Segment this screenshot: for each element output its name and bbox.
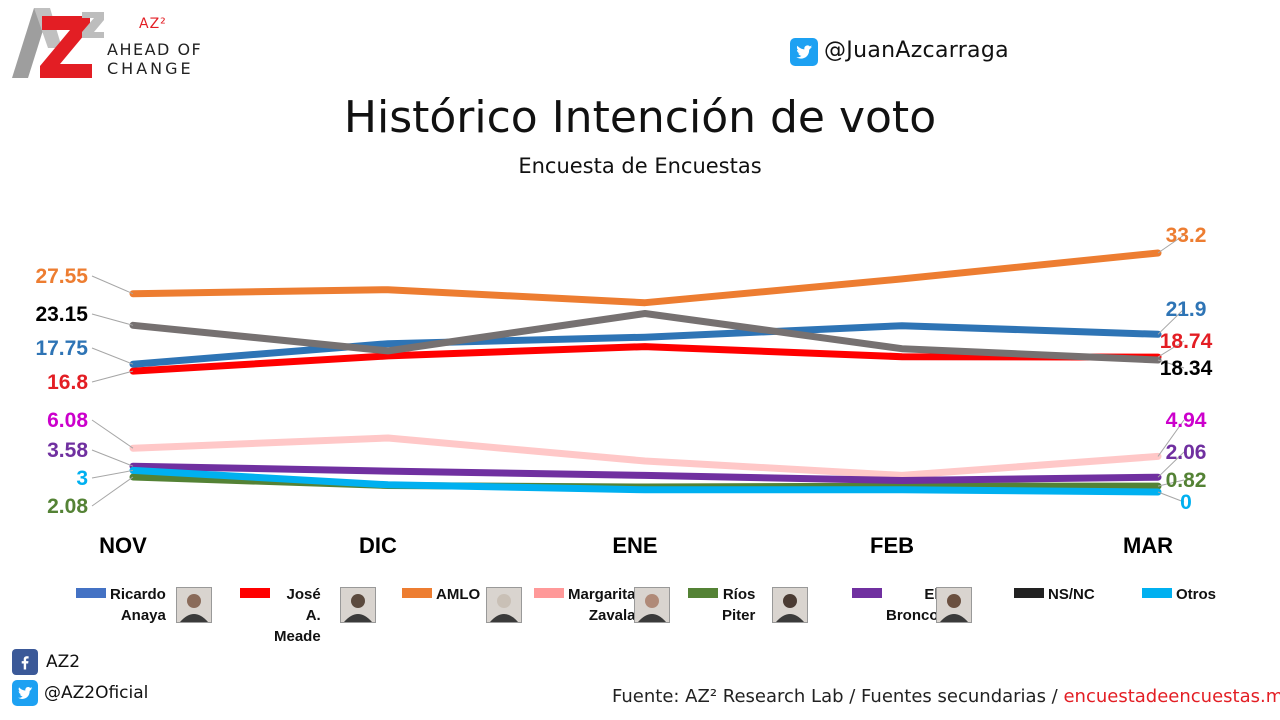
- twitter-icon[interactable]: [12, 680, 38, 706]
- legend-label: AMLO: [436, 584, 480, 605]
- series-line: [129, 310, 1162, 364]
- chart-subtitle: Encuesta de Encuestas: [518, 154, 762, 178]
- x-tick-label: DIC: [359, 533, 397, 558]
- legend-label-line: Margarita: [568, 586, 636, 603]
- logo-superscript: AZ²: [139, 16, 167, 32]
- leader-line: [1157, 479, 1185, 487]
- legend-label-line: José A.: [286, 586, 321, 624]
- series-line: [129, 434, 1162, 479]
- candidate-photo-icon: [340, 587, 376, 623]
- az2-logo-icon: [12, 8, 104, 78]
- leader-line: [1157, 340, 1185, 358]
- facebook-label[interactable]: AZ2: [46, 652, 81, 672]
- leader-line: [1157, 359, 1185, 369]
- legend-label-line: Piter: [722, 607, 756, 624]
- legend-swatch: [240, 588, 270, 598]
- legend-swatch: [852, 588, 882, 598]
- x-tick-label: ENE: [612, 533, 657, 558]
- legend-swatch: [402, 588, 432, 598]
- series-line: [129, 462, 1162, 484]
- legend-label-line: AMLO: [436, 586, 481, 603]
- legend-label: NS/NC: [1048, 584, 1095, 605]
- x-tick-label: FEB: [870, 533, 914, 558]
- leader-line: [1157, 234, 1185, 254]
- legend-label-line: Ricardo: [110, 586, 166, 603]
- legend-label-line: Ríos: [722, 586, 756, 603]
- legend-label-line: El: [924, 586, 939, 603]
- logo-tagline-line2: CHANGE: [107, 59, 194, 78]
- legend-swatch: [688, 588, 718, 598]
- legend-label: José A. Meade: [274, 584, 321, 647]
- candidate-photo-icon: [936, 587, 972, 623]
- data-label-first: 2.08: [47, 495, 88, 518]
- series-line: [129, 343, 1162, 375]
- line-chart: NOV DIC ENE FEB MAR17.7521.916.818.7427.5533…: [35, 224, 1213, 558]
- legend-label-line: Anaya: [120, 607, 166, 624]
- legend-label: Ricardo Anaya: [110, 584, 166, 626]
- data-label-last: 21.9: [1166, 298, 1207, 321]
- logo-tagline-line1: AHEAD OF: [107, 40, 203, 59]
- leader-line: [91, 469, 134, 479]
- data-label-first: 6.08: [47, 409, 88, 432]
- source-link[interactable]: encuestadeencuestas.mx: [1063, 686, 1280, 707]
- data-label-first: 3.58: [47, 439, 88, 462]
- data-label-last: 2.06: [1166, 441, 1207, 464]
- legend-label: Margarita Zavala: [568, 584, 636, 626]
- source-note: Fuente: AZ² Research Lab / Fuentes secun…: [612, 686, 1280, 707]
- twitter-footer-label[interactable]: @AZ2Oficial: [44, 683, 149, 703]
- series-line: [129, 466, 1162, 496]
- legend-label-line: NS/NC: [1048, 586, 1095, 603]
- legend-label-line: Meade: [274, 628, 321, 645]
- legend-label: El Bronco: [886, 584, 939, 626]
- legend-label-line: Zavala: [588, 607, 636, 624]
- data-label-first: 23.15: [35, 303, 88, 326]
- leader-line: [1157, 491, 1185, 503]
- data-label-last: 33.2: [1166, 224, 1207, 247]
- data-label-last: 0: [1180, 491, 1192, 514]
- series-line: [129, 249, 1162, 307]
- leader-line: [91, 275, 134, 295]
- data-label-last: 18.74: [1160, 330, 1213, 353]
- facebook-icon[interactable]: [12, 649, 38, 675]
- chart-title: Histórico Intención de voto: [343, 92, 937, 143]
- candidate-photo-icon: [176, 587, 212, 623]
- candidate-photo-icon: [772, 587, 808, 623]
- legend-label: Otros: [1176, 584, 1216, 605]
- leader-line: [91, 419, 134, 449]
- twitter-handle[interactable]: @JuanAzcarraga: [824, 38, 1009, 63]
- leader-line: [1157, 308, 1185, 335]
- x-tick-label: NOV: [99, 533, 147, 558]
- data-label-first: 27.55: [35, 265, 88, 288]
- leader-line: [91, 313, 134, 326]
- x-tick-label: MAR: [1123, 533, 1173, 558]
- data-label-last: 4.94: [1166, 409, 1207, 432]
- leader-line: [1157, 451, 1185, 478]
- leader-line: [91, 449, 134, 467]
- twitter-icon[interactable]: [790, 38, 818, 66]
- source-text: Fuente: AZ² Research Lab / Fuentes secun…: [612, 686, 1064, 707]
- candidate-photo-icon: [634, 587, 670, 623]
- series-line: [129, 322, 1162, 368]
- data-label-last: 18.34: [1160, 357, 1213, 380]
- legend-label: Ríos Piter: [722, 584, 755, 626]
- legend-label-line: Otros: [1176, 586, 1217, 603]
- leader-line: [91, 347, 134, 365]
- data-label-last: 0.82: [1166, 469, 1207, 492]
- legend-swatch: [76, 588, 106, 598]
- candidate-photo-icon: [486, 587, 522, 623]
- leader-line: [91, 370, 134, 383]
- legend-swatch: [534, 588, 564, 598]
- legend-label-line: Bronco: [886, 607, 939, 624]
- data-label-first: 16.8: [47, 371, 88, 394]
- leader-line: [1157, 419, 1185, 457]
- leader-line: [91, 476, 134, 507]
- data-label-first: 3: [76, 467, 88, 490]
- data-label-first: 17.75: [35, 337, 88, 360]
- legend-swatch: [1014, 588, 1044, 598]
- legend-swatch: [1142, 588, 1172, 598]
